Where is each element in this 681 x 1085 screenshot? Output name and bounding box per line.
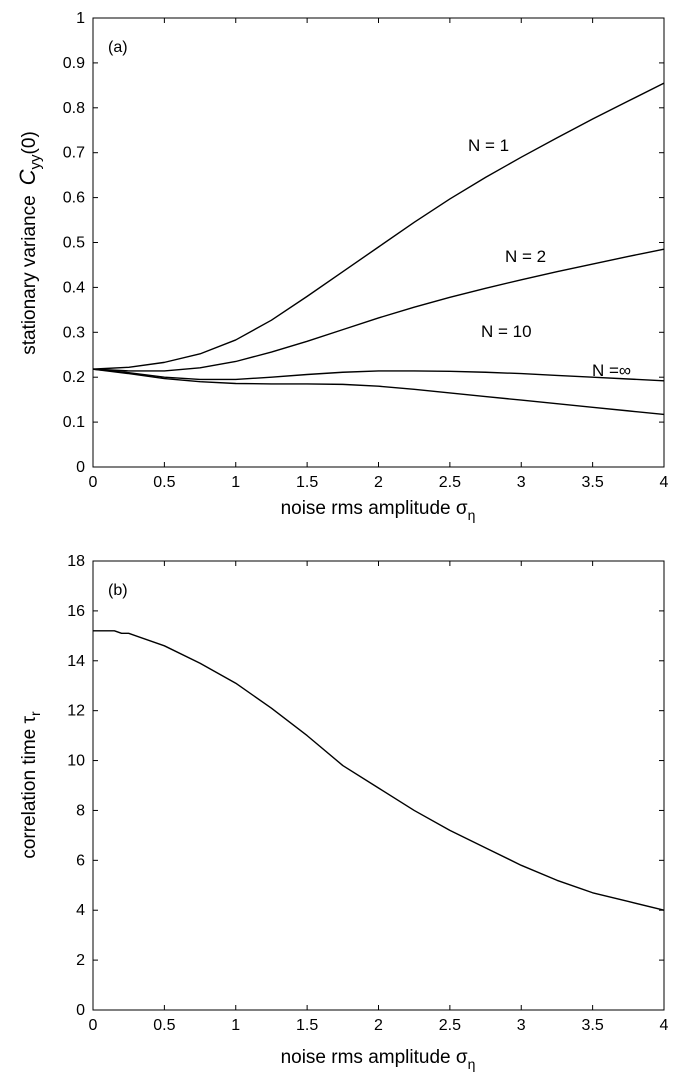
series-line-a-0 bbox=[92, 82, 665, 370]
y-tick-label-b-1: 2 bbox=[76, 952, 85, 969]
y-tick-label-a-7: 0.7 bbox=[63, 145, 85, 162]
x-tick-label-b-1: 0.5 bbox=[153, 1017, 175, 1034]
y-axis-label-a-symbol: C bbox=[15, 169, 40, 185]
y-axis-label-b-text: correlation time τ bbox=[19, 716, 40, 859]
series-line-a-1 bbox=[92, 248, 665, 372]
y-tick-label-b-2: 4 bbox=[76, 902, 85, 919]
y-tick-label-b-8: 16 bbox=[67, 603, 85, 620]
panel-label-a: (a) bbox=[108, 39, 128, 56]
curve-label-n10: N = 10 bbox=[481, 322, 532, 341]
y-tick-label-b-6: 12 bbox=[67, 703, 85, 720]
y-tick-label-b-0: 0 bbox=[76, 1002, 85, 1019]
series-line-a-3 bbox=[92, 368, 665, 416]
x-tick-label-b-4: 2 bbox=[374, 1017, 383, 1034]
series-group-b bbox=[93, 630, 665, 911]
x-tick-label-a-6: 3 bbox=[517, 474, 526, 491]
y-axis-label-a-arg: (0) bbox=[19, 131, 40, 154]
plot-frame-b bbox=[92, 560, 665, 1011]
y-axis-label-a-sub: yy bbox=[27, 154, 44, 170]
x-axis-label-b: noise rms amplitude ση bbox=[281, 1047, 476, 1072]
x-tick-label-b-5: 2.5 bbox=[439, 1017, 461, 1034]
y-axis-label-b-sub: r bbox=[27, 711, 43, 716]
x-axis-label-a: noise rms amplitude ση bbox=[281, 498, 476, 523]
x-tick-label-b-6: 3 bbox=[517, 1017, 526, 1034]
curve-label-n2: N = 2 bbox=[505, 247, 546, 266]
y-tick-label-b-3: 6 bbox=[76, 852, 85, 869]
panel-b: 0 0.5 1 1.5 2 2.5 3 3.5 4 0 2 4 6 8 10 12 14 16 18 (b) noi… bbox=[19, 553, 669, 1072]
y-tick-label-b-7: 14 bbox=[67, 653, 85, 670]
x-axis-label-a-text: noise rms amplitude σ bbox=[281, 498, 468, 519]
axis-ticks-a: 0 0.5 1 1.5 2 2.5 3 3.5 4 0 0.1 0.2 0.3 0.4 0.5 0.6 0.7 0… bbox=[63, 10, 669, 491]
x-axis-label-b-sub: η bbox=[468, 1056, 476, 1072]
y-axis-label-b: correlation time τr bbox=[19, 711, 43, 859]
y-axis-label-a: stationary variance Cyy(0) bbox=[15, 131, 44, 355]
y-tick-label-a-10: 1 bbox=[76, 10, 85, 27]
y-tick-label-a-3: 0.3 bbox=[63, 324, 85, 341]
curve-label-n1: N = 1 bbox=[468, 136, 509, 155]
panel-label-b: (b) bbox=[108, 582, 128, 599]
y-tick-label-b-4: 8 bbox=[76, 802, 85, 819]
x-tick-label-a-8: 4 bbox=[660, 474, 669, 491]
axis-ticks-b: 0 0.5 1 1.5 2 2.5 3 3.5 4 0 2 4 6 8 10 12 14 16 18 bbox=[67, 553, 668, 1034]
x-tick-label-a-0: 0 bbox=[89, 474, 98, 491]
x-tick-label-b-8: 4 bbox=[660, 1017, 669, 1034]
y-tick-label-a-4: 0.4 bbox=[63, 279, 85, 296]
y-tick-label-a-2: 0.2 bbox=[63, 369, 85, 386]
panel-a: 0 0.5 1 1.5 2 2.5 3 3.5 4 0 0.1 0.2 0.3 0.4 0.5 0.6 0.7 0… bbox=[15, 10, 669, 523]
x-axis-label-b-text: noise rms amplitude σ bbox=[281, 1047, 468, 1068]
x-tick-label-b-0: 0 bbox=[89, 1017, 98, 1034]
y-tick-label-a-8: 0.8 bbox=[63, 100, 85, 117]
y-tick-label-a-5: 0.5 bbox=[63, 235, 85, 252]
x-tick-label-a-5: 2.5 bbox=[439, 474, 461, 491]
plot-frame-a bbox=[92, 17, 665, 468]
series-group-a bbox=[92, 82, 665, 416]
curve-label-ninf: N =∞ bbox=[592, 361, 631, 380]
y-tick-label-b-5: 10 bbox=[67, 753, 85, 770]
y-tick-label-a-6: 0.6 bbox=[63, 190, 85, 207]
x-tick-label-a-2: 1 bbox=[231, 474, 240, 491]
y-tick-label-a-9: 0.9 bbox=[63, 55, 85, 72]
x-tick-label-b-2: 1 bbox=[231, 1017, 240, 1034]
x-axis-label-a-sub: η bbox=[468, 507, 476, 523]
y-tick-label-b-9: 18 bbox=[67, 553, 85, 570]
y-tick-label-a-1: 0.1 bbox=[63, 414, 85, 431]
x-tick-label-a-4: 2 bbox=[374, 474, 383, 491]
y-axis-label-a-text: stationary variance bbox=[19, 195, 40, 354]
series-line-b-0 bbox=[93, 630, 665, 911]
x-tick-label-a-7: 3.5 bbox=[582, 474, 604, 491]
series-line-a-2 bbox=[92, 368, 665, 382]
x-tick-label-b-3: 1.5 bbox=[296, 1017, 318, 1034]
x-tick-label-a-3: 1.5 bbox=[296, 474, 318, 491]
y-tick-label-a-0: 0 bbox=[76, 459, 85, 476]
x-tick-label-a-1: 0.5 bbox=[153, 474, 175, 491]
x-tick-label-b-7: 3.5 bbox=[582, 1017, 604, 1034]
